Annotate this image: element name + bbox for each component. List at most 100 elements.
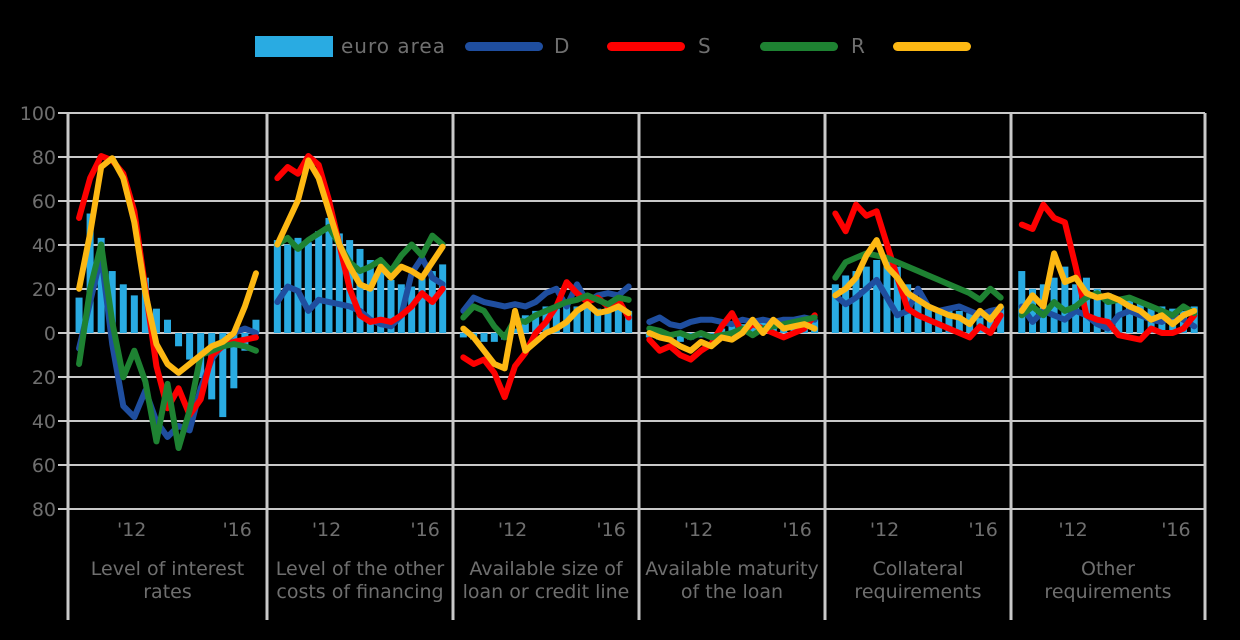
panel-title: Other: [1081, 558, 1135, 580]
y-axis-label: 80: [32, 499, 56, 521]
euro-area-bar: [614, 308, 622, 333]
euro-area-bar: [387, 279, 395, 333]
euro-area-bar: [130, 295, 138, 333]
euro-area-bar: [418, 277, 426, 333]
euro-area-bar: [676, 333, 684, 342]
euro-area-bar: [1018, 271, 1026, 333]
x-tick-label: '16: [1161, 519, 1190, 541]
y-axis-label: 20: [32, 279, 56, 301]
euro-area-bar: [152, 308, 160, 333]
euro-area-bar: [1061, 266, 1069, 333]
panel-title: Collateral: [873, 558, 964, 580]
euro-area-bar: [728, 326, 736, 333]
legend: euro area D S R: [0, 0, 1240, 70]
panel-title: requirements: [854, 581, 981, 603]
line-series-fr: [832, 250, 1004, 303]
line-series-es: [646, 310, 818, 363]
euro-area-bar: [749, 324, 757, 333]
euro-area-bar: [831, 284, 839, 333]
euro-area-bar: [219, 333, 227, 418]
euro-area-bar: [97, 237, 105, 333]
euro-area-bar: [252, 319, 260, 333]
panel-title: Level of the other: [276, 558, 445, 580]
panel-title: Level of interest: [91, 558, 244, 580]
x-tick-label: '12: [684, 519, 713, 541]
y-axis-label: 100: [20, 103, 56, 125]
line-series-it: [460, 301, 632, 372]
euro-area-bar: [955, 310, 963, 333]
legend-swatch-es: [607, 42, 685, 51]
line-series-it: [76, 155, 259, 376]
euro-area-bar: [873, 259, 881, 333]
euro-area-bar: [480, 333, 488, 342]
line-series-es: [1018, 201, 1198, 343]
euro-area-bar: [573, 306, 581, 333]
euro-area-bar: [119, 284, 127, 333]
euro-area-bar: [1126, 299, 1134, 333]
euro-area-bar: [230, 333, 238, 389]
panel-title: Available maturity: [645, 558, 818, 580]
euro-area-bar: [186, 333, 194, 360]
line-series-fr: [646, 314, 818, 341]
x-tick-label: '12: [1058, 519, 1087, 541]
euro-area-bar: [583, 306, 591, 333]
panel-title: Available size of: [469, 558, 624, 580]
euro-area-bar: [356, 248, 364, 333]
panel-title: rates: [143, 581, 192, 603]
euro-area-bar: [86, 213, 94, 333]
euro-area-bar: [862, 266, 870, 333]
legend-label-fr: R: [851, 34, 866, 58]
line-series-fr: [274, 223, 446, 275]
euro-area-bar: [604, 306, 612, 333]
euro-area-bar: [852, 271, 860, 333]
panel-title: of the loan: [681, 581, 783, 603]
euro-area-bar: [1029, 288, 1037, 333]
euro-area-bar: [315, 231, 323, 333]
y-axis-label: 80: [32, 147, 56, 169]
euro-area-bar: [625, 310, 633, 333]
euro-area-bar: [893, 266, 901, 333]
panel-title: costs of financing: [276, 581, 443, 603]
x-tick-label: '12: [870, 519, 899, 541]
euro-area-bar: [1093, 288, 1101, 333]
x-tick-label: '16: [410, 519, 439, 541]
x-tick-label: '16: [222, 519, 251, 541]
euro-area-bar: [594, 308, 602, 333]
euro-area-bar: [75, 297, 83, 333]
euro-area-bar: [335, 233, 343, 333]
x-tick-label: '12: [117, 519, 146, 541]
line-series-it: [274, 157, 446, 292]
euro-area-bar: [377, 271, 385, 333]
euro-area-bar: [164, 319, 171, 333]
line-series-fr: [1018, 290, 1198, 319]
legend-swatch-de: [465, 42, 543, 51]
line-series-it: [832, 237, 1004, 328]
x-tick-label: '16: [596, 519, 625, 541]
euro-area-bar: [490, 333, 498, 342]
euro-area-bar: [1104, 293, 1112, 333]
euro-area-bar: [304, 242, 312, 333]
line-series-it: [1018, 250, 1198, 328]
euro-area-bar: [294, 237, 302, 333]
x-tick-label: '16: [782, 519, 811, 541]
legend-label-es: S: [698, 34, 712, 58]
euro-area-bar: [707, 333, 715, 334]
line-series-es: [832, 201, 1004, 341]
line-series-it: [646, 316, 818, 354]
y-axis-label: 60: [32, 191, 56, 213]
legend-label-euro-area: euro area: [341, 34, 446, 58]
line-series-de: [646, 314, 818, 330]
x-tick-label: '12: [312, 519, 341, 541]
euro-area-bar: [552, 308, 560, 333]
euro-area-bar: [325, 217, 333, 333]
panel-title: requirements: [1044, 581, 1171, 603]
y-axis-label: 40: [32, 411, 56, 433]
euro-area-bar: [366, 259, 374, 333]
legend-swatch-euro-area: [255, 36, 333, 57]
y-axis-label: 20: [32, 367, 56, 389]
x-tick-label: '16: [968, 519, 997, 541]
euro-area-bar: [945, 310, 953, 333]
legend-swatch-it: [893, 42, 971, 51]
